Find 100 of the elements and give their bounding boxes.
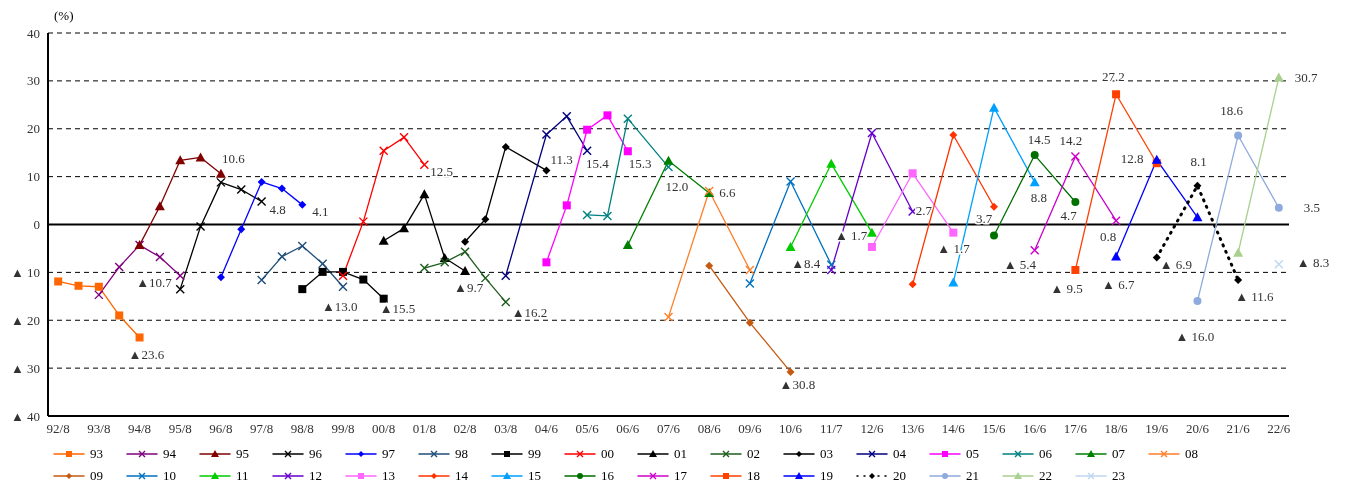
legend-label: 21 (966, 468, 979, 484)
x-tick-label: 21/6 (1226, 421, 1251, 437)
y-tick-label: 20 (27, 121, 40, 137)
y-tick-label: ▲ 40 (10, 408, 40, 424)
legend-label: 06 (1039, 446, 1052, 462)
annotation: 6.6 (719, 184, 736, 200)
x-tick-label: 10/6 (779, 421, 803, 437)
x-tick-label: 19/6 (1145, 421, 1169, 437)
x-tick-label: 15/6 (982, 421, 1007, 437)
annotation: 10.6 (221, 150, 246, 166)
x-tick-label: 22/6 (1267, 421, 1291, 437)
annotation: 11.3 (550, 152, 573, 168)
x-tick-label: 16/6 (1023, 421, 1047, 437)
legend-label: 02 (747, 446, 760, 462)
annotation: 3.7 (976, 210, 993, 226)
legend-label: 20 (893, 468, 906, 484)
annotation: ▲ 16.0 (1175, 329, 1215, 345)
x-tick-label: 05/6 (575, 421, 600, 437)
annotation: 12.5 (430, 163, 454, 179)
x-tick-label: 12/6 (860, 421, 884, 437)
y-tick-label: 30 (27, 73, 40, 89)
annotation: 15.4 (586, 155, 610, 171)
y-tick-label: ▲ 10 (10, 264, 40, 280)
legend-label: 01 (674, 446, 687, 462)
x-tick-label: 95/8 (168, 421, 192, 437)
annotation: ▲10.7 (136, 274, 173, 290)
x-tick-label: 07/6 (656, 421, 681, 437)
legend-label: 96 (309, 446, 322, 462)
legend-label: 17 (674, 468, 687, 484)
annotation: ▲8.4 (791, 255, 821, 271)
legend-label: 22 (1039, 468, 1052, 484)
annotation: 8.1 (1190, 153, 1207, 169)
legend-label: 19 (820, 468, 833, 484)
x-tick-label: 00/8 (372, 421, 396, 437)
annotation: 4.7 (1060, 207, 1078, 223)
annotation: 4.1 (312, 203, 329, 219)
annotation: ▲ 8.3 (1296, 255, 1330, 271)
legend-label: 94 (163, 446, 176, 462)
x-tick-label: 17/6 (1063, 421, 1088, 437)
legend-label: 00 (601, 446, 614, 462)
x-tick-label: 06/6 (616, 421, 640, 437)
legend-label: 95 (236, 446, 249, 462)
x-tick-label: 93/8 (87, 421, 111, 437)
annotation: 14.2 (1059, 132, 1083, 148)
x-tick-label: 01/8 (412, 421, 436, 437)
annotation: ▲ 9.5 (1050, 280, 1083, 296)
annotation: ▲ 5.4 (1003, 257, 1037, 273)
annotation: ▲ 6.9 (1159, 256, 1193, 272)
legend-label: 15 (528, 468, 541, 484)
x-tick-label: 08/6 (697, 421, 722, 437)
x-tick-label: 99/8 (331, 421, 355, 437)
legend-label: 12 (309, 468, 322, 484)
x-tick-label: 11/7 (819, 421, 844, 437)
annotation: 8.8 (1030, 190, 1047, 206)
annotation: ▲ 11.6 (1235, 289, 1275, 305)
y-tick-label: ▲ 20 (10, 312, 40, 328)
x-tick-label: 18/6 (1104, 421, 1129, 437)
legend-label: 04 (893, 446, 906, 462)
legend-label: 23 (1112, 468, 1125, 484)
annotation: ▲16.2 (511, 305, 548, 321)
y-axis-title: (%) (54, 8, 74, 24)
legend-label: 11 (236, 468, 249, 484)
y-tick-label: 0 (33, 217, 40, 233)
x-tick-label: 03/8 (494, 421, 518, 437)
annotation: 14.5 (1027, 132, 1051, 148)
annotation: 12.0 (665, 179, 689, 195)
annotation: ▲30.8 (779, 376, 816, 392)
annotation: 0.8 (1100, 228, 1117, 244)
legend-label: 98 (455, 446, 468, 462)
annotation: ▲13.0 (321, 298, 358, 314)
annotation: ▲23.6 (128, 347, 165, 363)
annotation: 30.7 (1294, 69, 1319, 85)
annotation: 15.3 (628, 156, 652, 172)
y-tick-label: ▲ 30 (10, 360, 40, 376)
annotation: 12.8 (1120, 151, 1144, 167)
annotation: ▲9.7 (454, 279, 484, 295)
legend-label: 13 (382, 468, 395, 484)
legend-label: 10 (163, 468, 176, 484)
legend-label: 05 (966, 446, 979, 462)
annotation: ▲15.5 (379, 300, 416, 316)
x-tick-label: 97/8 (250, 421, 274, 437)
x-tick-label: 94/8 (127, 421, 152, 437)
legend-label: 99 (528, 446, 541, 462)
x-tick-label: 96/8 (209, 421, 233, 437)
annotation: 3.5 (1303, 199, 1321, 215)
x-tick-label: 98/8 (290, 421, 314, 437)
y-tick-label: 10 (27, 169, 40, 185)
legend-label: 08 (1185, 446, 1198, 462)
x-tick-label: 14/6 (941, 421, 966, 437)
annotation: 18.6 (1220, 103, 1244, 119)
x-tick-label: 02/8 (453, 421, 477, 437)
annotation: 4.8 (269, 201, 286, 217)
legend-label: 03 (820, 446, 833, 462)
legend-label: 14 (455, 468, 468, 484)
x-tick-label: 20/6 (1185, 421, 1210, 437)
legend-label: 16 (601, 468, 614, 484)
legend-label: 07 (1112, 446, 1125, 462)
annotation: ▲ 6.7 (1102, 276, 1135, 292)
legend-label: 97 (382, 446, 395, 462)
x-tick-label: 04/6 (534, 421, 559, 437)
